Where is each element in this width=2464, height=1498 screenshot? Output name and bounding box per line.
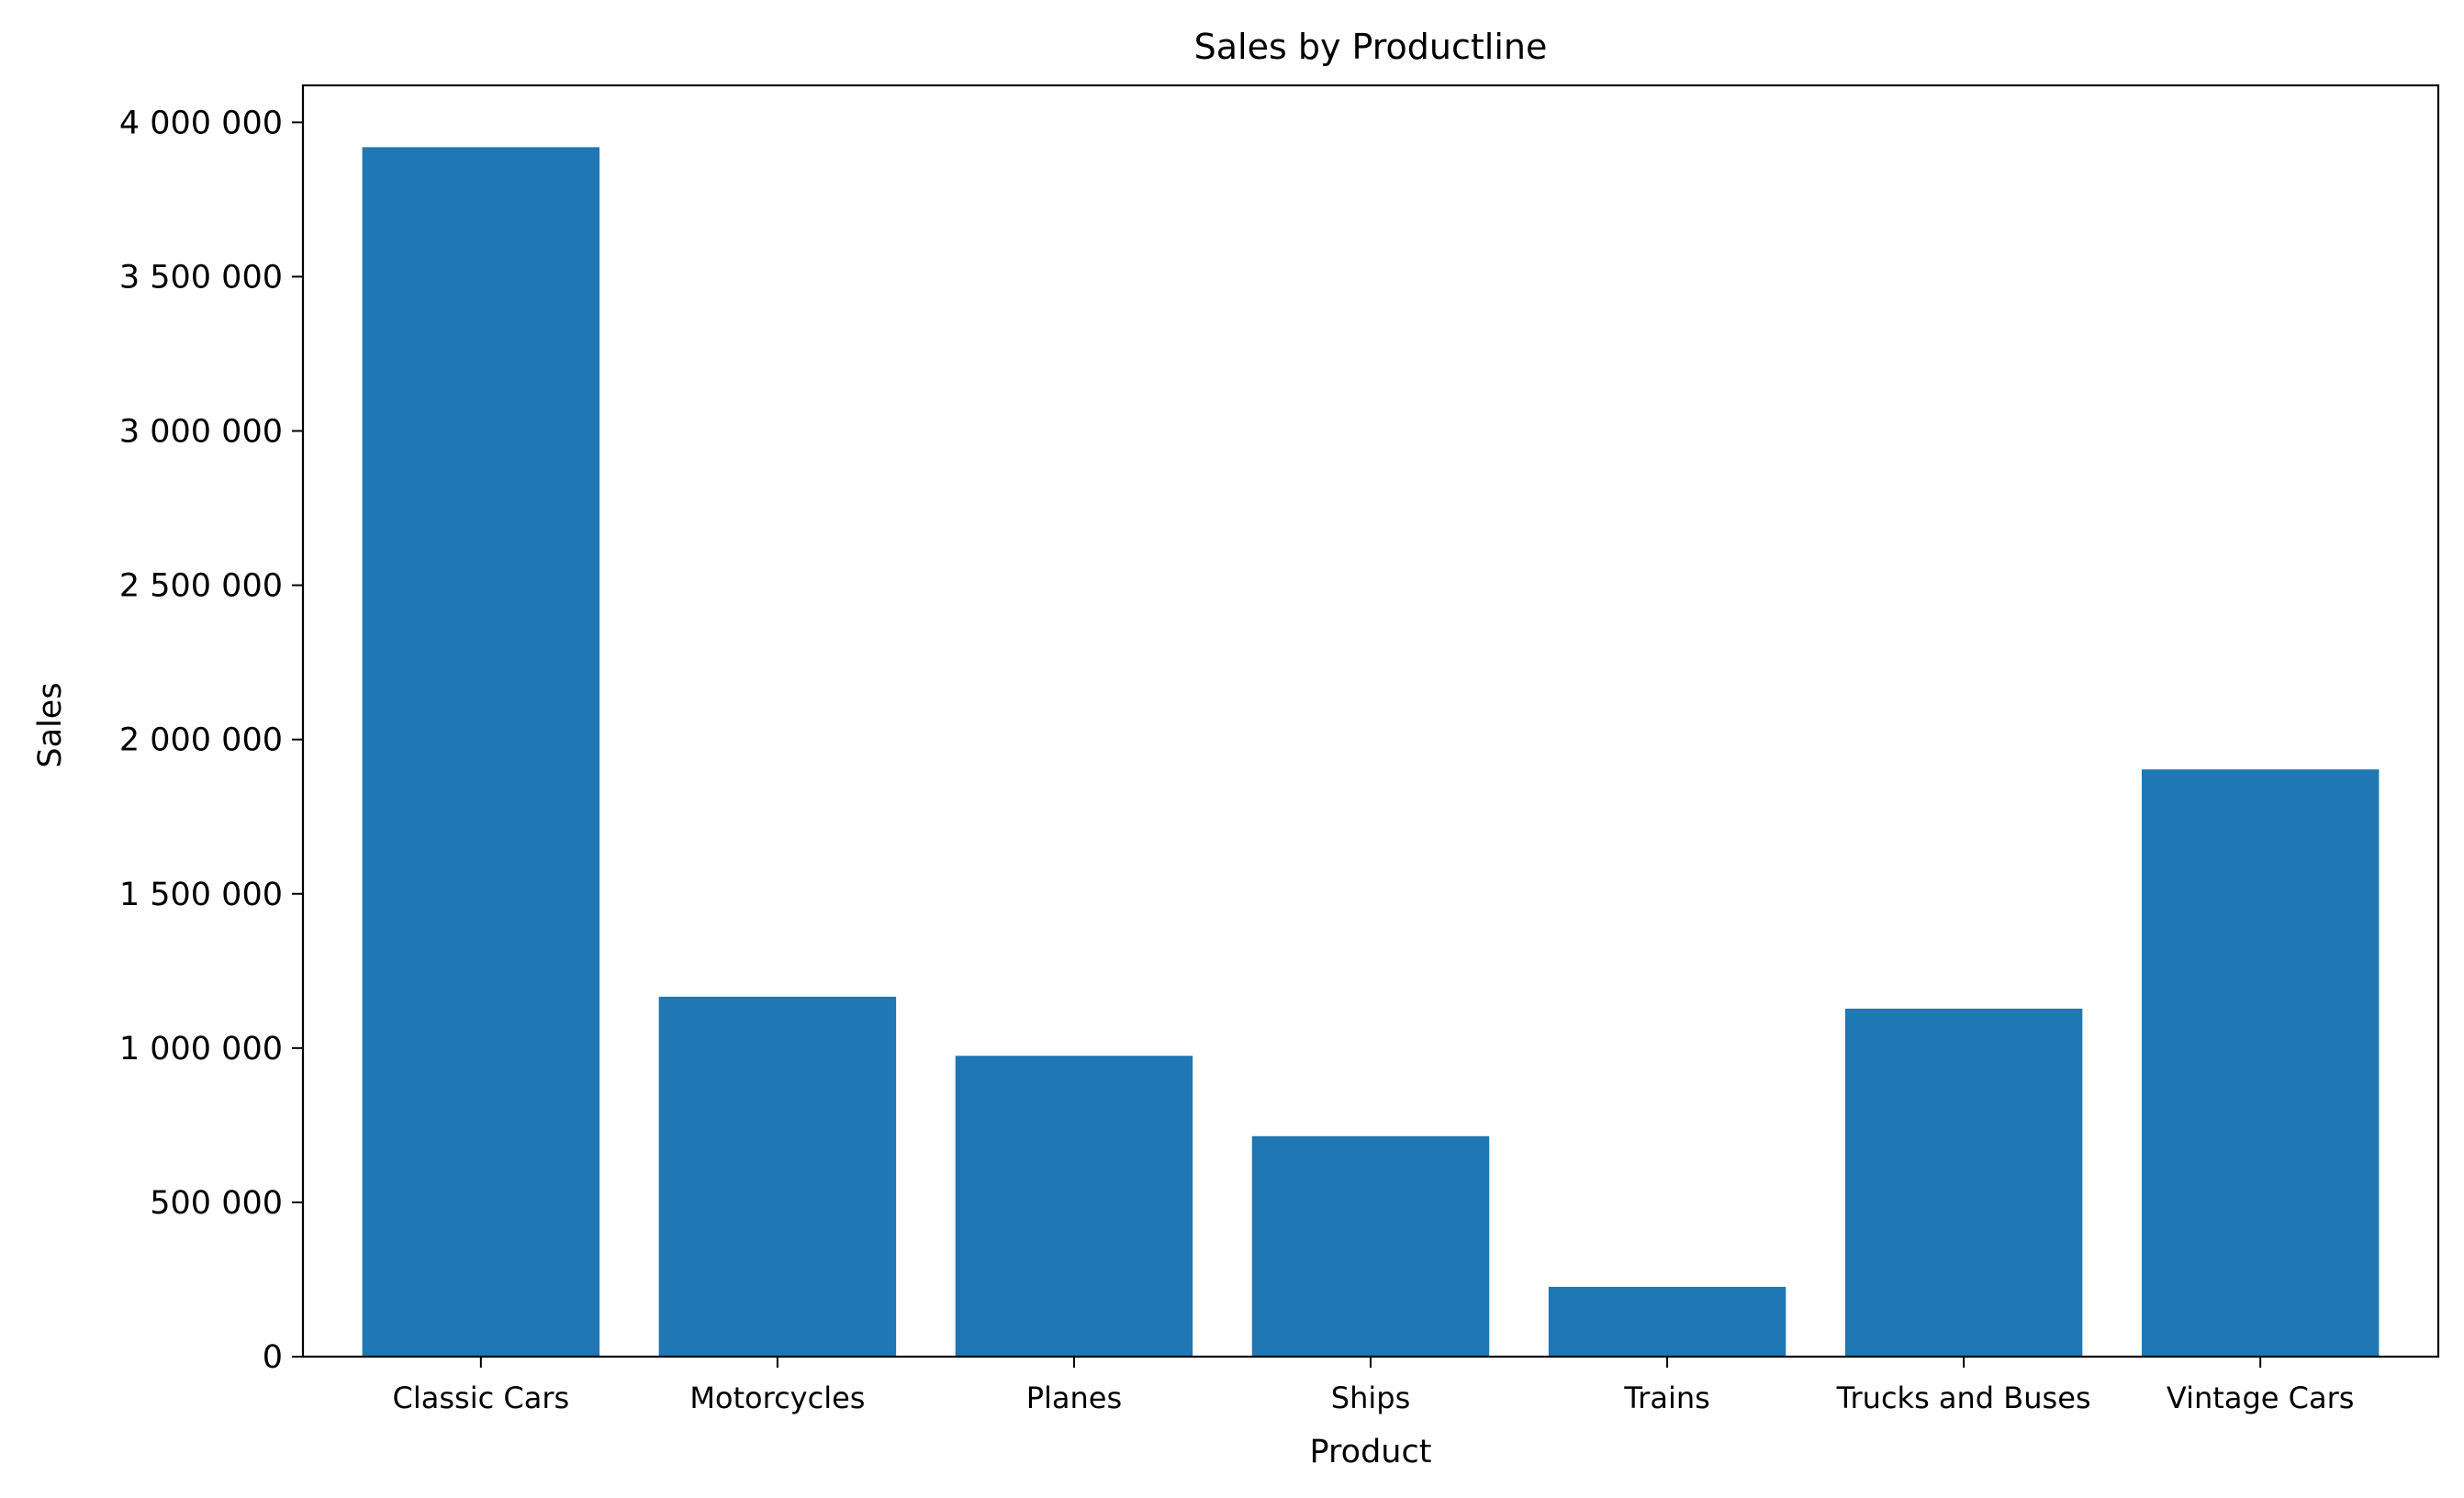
bar-5 (1844, 1008, 2083, 1357)
y-tick-label-2: 1 000 000 (119, 1031, 283, 1068)
y-tick-label-8: 4 000 000 (119, 105, 283, 141)
y-tick-label-7: 3 500 000 (119, 259, 283, 296)
x-tick-label-3: Ships (1331, 1381, 1410, 1415)
bar-6 (2141, 769, 2380, 1357)
y-tick-label-4: 2 000 000 (119, 722, 283, 759)
bars-group (362, 147, 2380, 1358)
x-tick-label-1: Motorcycles (689, 1381, 865, 1415)
plot-frame (301, 84, 2440, 1358)
x-axis: Classic Cars Motorcycles Planes Ships Trains… (393, 1357, 2354, 1415)
bar-2 (955, 1056, 1193, 1357)
y-tick-label-6: 3 000 000 (119, 414, 283, 451)
y-tick-label-0: 0 (263, 1339, 283, 1376)
bar-4 (1548, 1286, 1786, 1357)
bar-1 (658, 996, 897, 1357)
y-tick-label-5: 2 500 000 (119, 568, 283, 605)
y-tick-label-3: 1 500 000 (119, 877, 283, 913)
x-axis-label: Product (1310, 1434, 1432, 1470)
x-tick-label-4: Trains (1623, 1381, 1709, 1415)
chart-title: Sales by Productline (1194, 27, 1548, 67)
x-tick-label-2: Planes (1026, 1381, 1122, 1415)
y-tick-label-1: 500 000 (150, 1185, 283, 1222)
x-tick-label-0: Classic Cars (393, 1381, 570, 1415)
bar-0 (362, 147, 600, 1358)
x-tick-label-5: Trucks and Buses (1836, 1381, 2091, 1415)
y-axis-label: Sales (32, 682, 69, 767)
x-tick-label-6: Vintage Cars (2167, 1381, 2354, 1415)
y-axis: 0 500 000 1 000 000 1 500 000 2 000 000 2 500… (119, 105, 303, 1376)
bar-3 (1251, 1135, 1490, 1357)
